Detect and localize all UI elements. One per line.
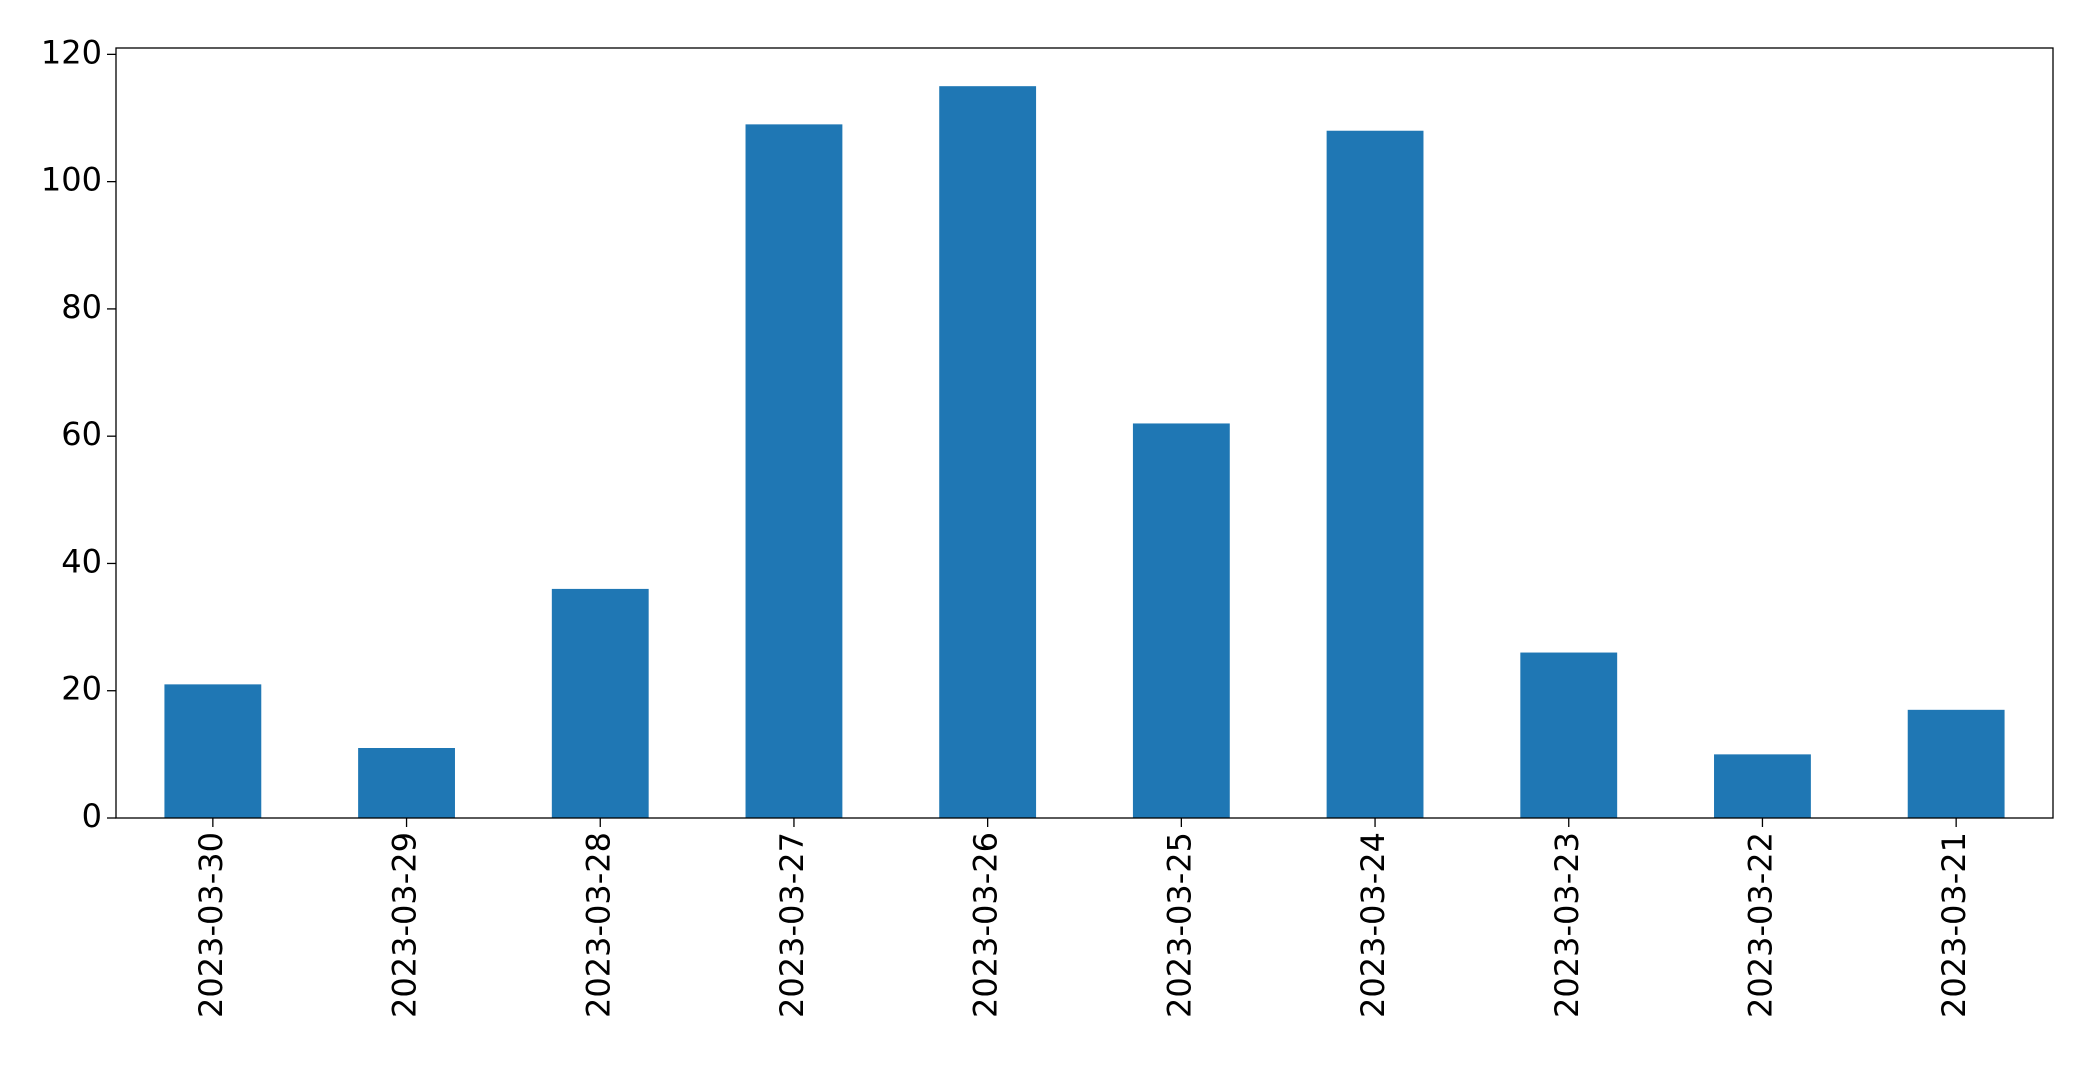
bar	[745, 124, 843, 818]
x-tick-label: 2023-03-25	[1160, 832, 1198, 1018]
x-tick-label: 2023-03-28	[579, 832, 617, 1018]
y-tick-label: 120	[41, 33, 102, 71]
y-tick-label: 60	[61, 415, 102, 453]
y-tick-label: 40	[61, 542, 102, 580]
x-tick-label: 2023-03-29	[386, 832, 424, 1018]
bar	[1326, 130, 1424, 818]
x-tick-label: 2023-03-26	[967, 832, 1005, 1018]
x-tick-label: 2023-03-21	[1935, 832, 1973, 1018]
x-tick-label: 2023-03-22	[1741, 832, 1779, 1018]
y-tick-label: 80	[61, 288, 102, 326]
bar	[1714, 754, 1811, 818]
bar	[164, 684, 262, 818]
bar	[1907, 709, 2005, 818]
y-tick-label: 20	[61, 670, 102, 708]
bar	[939, 86, 1037, 818]
bar	[551, 588, 649, 818]
x-tick-label: 2023-03-23	[1548, 832, 1586, 1018]
bar	[358, 748, 455, 818]
plot-frame	[115, 47, 2054, 819]
x-tick-label: 2023-03-24	[1354, 832, 1392, 1018]
bar	[1132, 423, 1230, 818]
bar	[1520, 652, 1618, 818]
x-tick-label: 2023-03-27	[773, 832, 811, 1018]
y-tick-label: 100	[41, 161, 102, 199]
y-tick-label: 0	[82, 797, 102, 835]
x-tick-label: 2023-03-30	[192, 832, 230, 1018]
